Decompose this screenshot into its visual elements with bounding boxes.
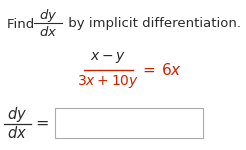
Text: $3\mathit{x}+10\mathit{y}$: $3\mathit{x}+10\mathit{y}$ <box>77 73 139 90</box>
Text: $\mathit{x}-\mathit{y}$: $\mathit{x}-\mathit{y}$ <box>90 50 126 65</box>
Text: Find: Find <box>7 18 39 30</box>
Text: $=\,6\mathit{x}$: $=\,6\mathit{x}$ <box>140 62 182 78</box>
Text: $\mathit{dx}$: $\mathit{dx}$ <box>39 24 57 39</box>
Text: by implicit differentiation.: by implicit differentiation. <box>64 17 241 30</box>
Text: $\mathit{dy}$: $\mathit{dy}$ <box>39 7 57 24</box>
Text: =: = <box>36 116 49 131</box>
Text: $\mathit{dx}$: $\mathit{dx}$ <box>7 125 27 141</box>
Text: $\mathit{dy}$: $\mathit{dy}$ <box>7 105 27 124</box>
FancyBboxPatch shape <box>55 108 203 138</box>
